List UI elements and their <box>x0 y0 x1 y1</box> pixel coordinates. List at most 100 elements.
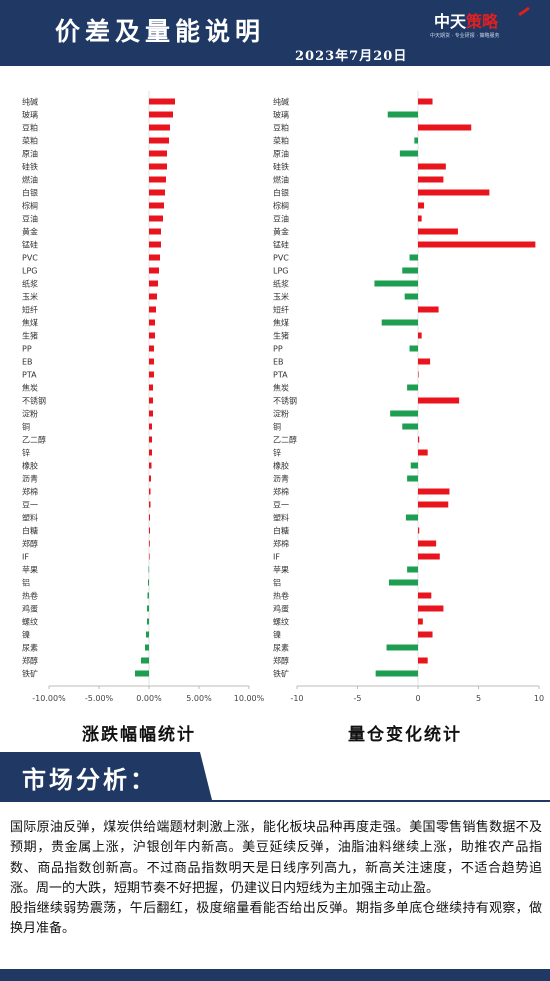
bar <box>387 111 418 118</box>
report-date: 2023年7月20日 <box>295 49 408 64</box>
bar <box>402 423 418 430</box>
bar <box>149 436 152 443</box>
category-label: LPG <box>273 267 288 276</box>
category-label: 菜粕 <box>273 136 289 146</box>
analysis-header: 市场分析： <box>0 752 200 800</box>
category-label: 苹果 <box>22 565 38 575</box>
category-label: 纯碱 <box>22 97 38 107</box>
category-label: EB <box>273 358 284 367</box>
x-tick-label: -10.00% <box>32 694 66 703</box>
bar <box>149 163 167 170</box>
category-label: 玉米 <box>273 292 289 302</box>
bar <box>149 267 159 274</box>
category-label: 焦炭 <box>273 383 289 393</box>
category-label: 硅铁 <box>22 162 38 172</box>
analysis-divider <box>0 800 550 802</box>
category-label: 纸浆 <box>273 279 289 289</box>
category-label: 镍 <box>273 630 281 640</box>
brand-logo: 中天策略 中天期货 · 专业研报 · 策略服务 <box>430 6 535 46</box>
bar <box>418 215 422 222</box>
bar <box>149 228 161 235</box>
category-label: 郑醇 <box>22 539 38 549</box>
category-label: 原油 <box>273 149 289 159</box>
bar <box>149 215 163 222</box>
bar <box>418 371 419 378</box>
category-label: 硅铁 <box>273 162 289 172</box>
bar <box>149 293 157 300</box>
analysis-paragraph-1: 国际原油反弹，煤炭供给端题材刺激上涨，能化板块品种再度走强。美国零售销售数据不及… <box>10 820 542 896</box>
category-label: 铜 <box>22 422 30 432</box>
bar <box>149 111 173 118</box>
bar <box>146 631 149 638</box>
category-label: 白银 <box>22 188 38 198</box>
bar <box>149 371 154 378</box>
category-label: 淀粉 <box>273 409 289 419</box>
category-label: 豆油 <box>22 214 38 224</box>
category-label: 郑醇 <box>273 656 289 666</box>
bar <box>149 280 158 287</box>
category-label: PVC <box>273 254 289 263</box>
bar <box>407 566 418 573</box>
bar <box>381 319 418 326</box>
category-label: 镍 <box>22 630 30 640</box>
bar <box>418 163 446 170</box>
bar <box>149 306 156 313</box>
analysis-paragraph-2: 股指继续弱势震荡，午后翻红，极度缩量看能否给出反弹。期指多单底仓继续持有观察，做… <box>10 901 542 937</box>
page-title: 价差及量能说明 <box>55 17 266 46</box>
category-label: 铝 <box>273 578 281 588</box>
bar <box>149 176 166 183</box>
category-label: 铜 <box>273 422 281 432</box>
bar <box>149 514 150 521</box>
category-label: 豆粕 <box>22 123 38 133</box>
category-label: 豆粕 <box>273 123 289 133</box>
category-label: 短纤 <box>22 305 38 315</box>
bar <box>388 579 418 586</box>
bar <box>418 527 420 534</box>
category-label: 玉米 <box>22 292 38 302</box>
category-label: 郑棉 <box>273 487 289 497</box>
bar <box>375 670 418 677</box>
bar <box>149 332 155 339</box>
bar <box>149 345 154 352</box>
category-label: 燃油 <box>273 175 289 185</box>
category-label: 生猪 <box>273 331 289 341</box>
bar <box>147 592 149 599</box>
category-label: 原油 <box>22 149 38 159</box>
category-label: 焦炭 <box>22 383 38 393</box>
category-label: 玻璃 <box>273 110 289 120</box>
x-tick-label: 10 <box>534 694 544 703</box>
category-label: PVC <box>22 254 38 263</box>
category-label: 棕榈 <box>22 201 38 211</box>
bar <box>149 384 153 391</box>
category-label: 铝 <box>22 578 30 588</box>
category-label: 纸浆 <box>22 279 38 289</box>
bar <box>418 618 423 625</box>
category-label: 乙二醇 <box>22 435 46 445</box>
bar <box>405 514 418 521</box>
bar <box>149 98 175 105</box>
category-label: 热卷 <box>22 591 38 601</box>
category-label: EB <box>22 358 33 367</box>
category-label: 不锈钢 <box>273 396 297 406</box>
category-label: 郑棉 <box>22 487 38 497</box>
bar <box>418 189 490 196</box>
bar <box>149 150 167 157</box>
category-label: 锰硅 <box>273 240 289 250</box>
bar <box>418 540 437 547</box>
bar <box>374 280 418 287</box>
category-label: 锌 <box>273 448 281 458</box>
bar <box>407 475 418 482</box>
bar <box>418 358 431 365</box>
category-label: IF <box>273 553 280 562</box>
bar <box>418 228 458 235</box>
x-tick-label: 0 <box>415 694 420 703</box>
category-label: 沥青 <box>22 474 38 484</box>
bar <box>149 202 164 209</box>
bar <box>145 644 149 651</box>
bar <box>149 189 165 196</box>
category-label: 塑料 <box>22 513 38 523</box>
bar <box>418 98 433 105</box>
category-label: 鸡蛋 <box>22 604 38 614</box>
category-label: 白糖 <box>273 526 289 536</box>
